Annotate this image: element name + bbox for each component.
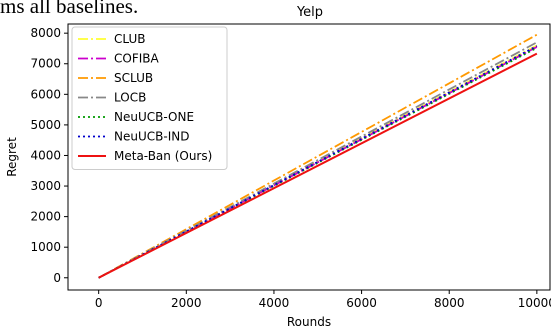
y-tick-label: 1000: [30, 240, 61, 254]
x-tick-label: 0: [95, 296, 103, 310]
legend-label: Meta-Ban (Ours): [114, 149, 212, 163]
x-axis-label: Rounds: [287, 315, 331, 329]
series-line-sclub: [98, 33, 538, 279]
series-line-locb: [98, 41, 538, 279]
legend-label: LOCB: [114, 91, 146, 105]
y-tick-label: 6000: [30, 87, 61, 101]
page-text-fragment: ms all baselines.: [0, 0, 139, 18]
x-tick-label: 6000: [346, 296, 377, 310]
plot-area: [67, 23, 551, 291]
legend-label: NeuUCB-IND: [114, 130, 189, 144]
legend-label: SCLUB: [114, 71, 153, 85]
y-tick-label: 7000: [30, 57, 61, 71]
x-tick-label: 4000: [259, 296, 290, 310]
legend-label: CLUB: [114, 32, 145, 46]
y-tick-label: 3000: [30, 179, 61, 193]
series-line-cofiba: [98, 46, 538, 279]
x-tick-label: 2000: [171, 296, 202, 310]
legend-label: NeuUCB-ONE: [114, 110, 194, 124]
y-tick-label: 2000: [30, 210, 61, 224]
chart-title: Yelp: [296, 5, 323, 20]
series-line-meta-ban-ours: [98, 52, 538, 279]
y-tick-label: 8000: [30, 26, 61, 40]
y-axis-label: Regret: [5, 137, 19, 177]
legend-box: [71, 26, 228, 170]
legend-label: COFIBA: [114, 52, 159, 66]
y-tick-label: 4000: [30, 148, 61, 162]
x-tick-label: 8000: [434, 296, 465, 310]
y-tick-label: 5000: [30, 118, 61, 132]
y-tick-label: 0: [53, 271, 61, 285]
